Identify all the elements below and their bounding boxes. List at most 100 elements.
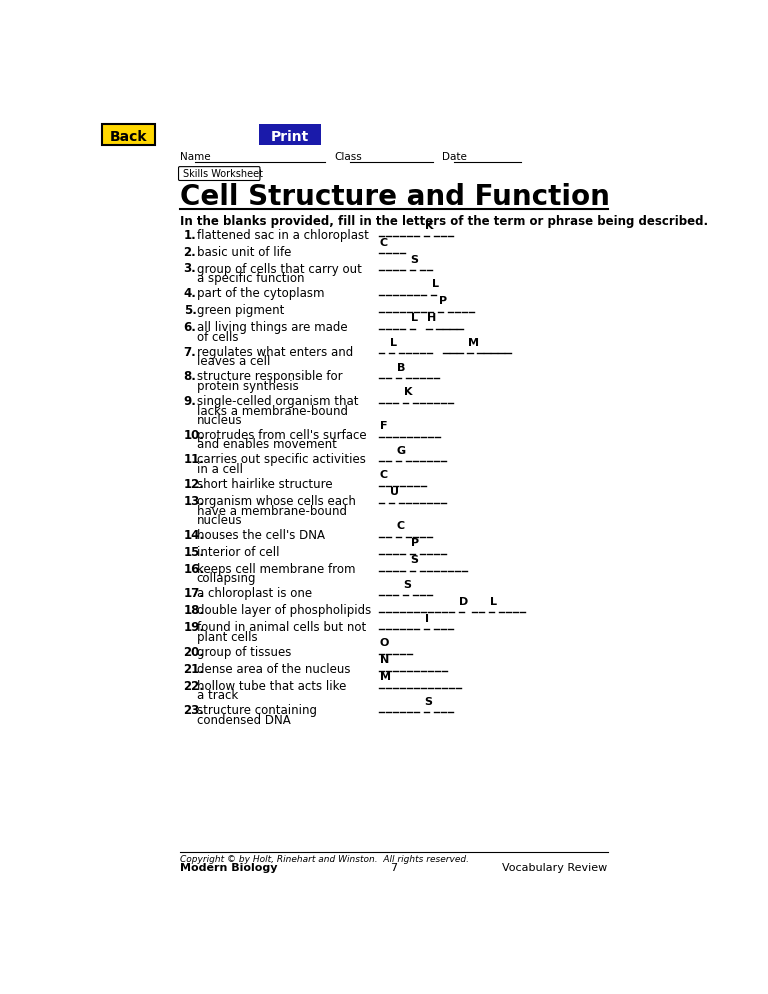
Text: group of tissues: group of tissues xyxy=(197,646,291,659)
Text: 7.: 7. xyxy=(184,346,197,359)
Text: carries out specific activities: carries out specific activities xyxy=(197,453,366,466)
Text: leaves a cell: leaves a cell xyxy=(197,355,270,369)
Text: a track: a track xyxy=(197,690,238,703)
Text: 5.: 5. xyxy=(184,304,197,317)
FancyBboxPatch shape xyxy=(259,124,321,145)
Text: 12.: 12. xyxy=(184,478,204,491)
Text: double layer of phospholipids: double layer of phospholipids xyxy=(197,604,371,617)
Text: 11.: 11. xyxy=(184,453,204,466)
Text: 13.: 13. xyxy=(184,495,204,508)
Text: 17.: 17. xyxy=(184,587,204,600)
Text: P: P xyxy=(439,296,447,306)
Text: L: L xyxy=(432,279,439,289)
Text: 23.: 23. xyxy=(184,705,204,718)
Text: have a membrane-bound: have a membrane-bound xyxy=(197,505,346,518)
Text: green pigment: green pigment xyxy=(197,304,284,317)
Text: S: S xyxy=(404,580,412,589)
Text: Modern Biology: Modern Biology xyxy=(180,863,277,873)
Text: 16.: 16. xyxy=(184,563,204,576)
Text: nucleus: nucleus xyxy=(197,514,243,527)
Text: nucleus: nucleus xyxy=(197,414,243,427)
Text: part of the cytoplasm: part of the cytoplasm xyxy=(197,287,324,300)
Text: 18.: 18. xyxy=(184,604,204,617)
Text: Print: Print xyxy=(270,130,309,144)
Text: Date: Date xyxy=(442,152,467,162)
Text: K: K xyxy=(404,388,412,398)
Text: in a cell: in a cell xyxy=(197,463,243,476)
Text: 8.: 8. xyxy=(184,371,197,384)
Text: plant cells: plant cells xyxy=(197,631,257,644)
Text: L: L xyxy=(490,596,497,606)
Text: lacks a membrane-bound: lacks a membrane-bound xyxy=(197,405,348,417)
Text: O: O xyxy=(379,638,389,648)
Text: flattened sac in a chloroplast: flattened sac in a chloroplast xyxy=(197,229,369,242)
Text: C: C xyxy=(379,470,388,480)
Text: 15.: 15. xyxy=(184,546,204,559)
Text: D: D xyxy=(459,596,468,606)
Text: regulates what enters and: regulates what enters and xyxy=(197,346,353,359)
Text: 20.: 20. xyxy=(184,646,204,659)
Text: all living things are made: all living things are made xyxy=(197,321,347,334)
Text: G: G xyxy=(397,445,406,456)
Text: dense area of the nucleus: dense area of the nucleus xyxy=(197,663,350,676)
Text: S: S xyxy=(411,555,419,566)
Text: U: U xyxy=(389,487,399,497)
Text: basic unit of life: basic unit of life xyxy=(197,246,291,258)
Text: 10.: 10. xyxy=(184,428,204,441)
Text: B: B xyxy=(397,363,405,373)
Text: C: C xyxy=(397,521,405,531)
Text: M: M xyxy=(379,672,391,682)
Text: Name: Name xyxy=(180,152,210,162)
Text: 22.: 22. xyxy=(184,680,204,693)
Text: Cell Structure and Function: Cell Structure and Function xyxy=(180,183,610,211)
Text: 9.: 9. xyxy=(184,395,197,408)
Text: 4.: 4. xyxy=(184,287,197,300)
Text: M: M xyxy=(468,338,479,348)
Text: F: F xyxy=(379,421,387,431)
Text: 6.: 6. xyxy=(184,321,197,334)
Text: protrudes from cell's surface: protrudes from cell's surface xyxy=(197,428,366,441)
Text: houses the cell's DNA: houses the cell's DNA xyxy=(197,529,325,542)
Text: N: N xyxy=(379,655,389,665)
Text: C: C xyxy=(379,238,388,248)
Text: hollow tube that acts like: hollow tube that acts like xyxy=(197,680,346,693)
Text: K: K xyxy=(425,221,433,231)
Text: Class: Class xyxy=(335,152,362,162)
Text: structure containing: structure containing xyxy=(197,705,316,718)
Text: 21.: 21. xyxy=(184,663,204,676)
Text: protein synthesis: protein synthesis xyxy=(197,380,299,393)
Text: 7: 7 xyxy=(390,863,397,873)
Text: short hairlike structure: short hairlike structure xyxy=(197,478,333,491)
Text: L: L xyxy=(389,338,397,348)
Text: condensed DNA: condensed DNA xyxy=(197,714,290,727)
Text: organism whose cells each: organism whose cells each xyxy=(197,495,356,508)
Text: 2.: 2. xyxy=(184,246,197,258)
Text: interior of cell: interior of cell xyxy=(197,546,280,559)
Text: and enables movement: and enables movement xyxy=(197,438,336,451)
Text: a specific function: a specific function xyxy=(197,272,304,285)
Text: collapsing: collapsing xyxy=(197,573,257,585)
Text: Copyright © by Holt, Rinehart and Winston.  All rights reserved.: Copyright © by Holt, Rinehart and Winsto… xyxy=(180,855,468,864)
Text: In the blanks provided, fill in the letters of the term or phrase being describe: In the blanks provided, fill in the lett… xyxy=(180,215,708,228)
Text: S: S xyxy=(425,697,432,707)
Text: single-celled organism that: single-celled organism that xyxy=(197,395,358,408)
Text: keeps cell membrane from: keeps cell membrane from xyxy=(197,563,356,576)
Text: a chloroplast is one: a chloroplast is one xyxy=(197,587,312,600)
Text: 3.: 3. xyxy=(184,262,197,275)
FancyBboxPatch shape xyxy=(102,124,155,145)
Text: S: S xyxy=(411,254,419,264)
Text: 19.: 19. xyxy=(184,621,204,634)
Text: L: L xyxy=(411,313,418,323)
Text: Back: Back xyxy=(110,130,147,144)
Text: Vocabulary Review: Vocabulary Review xyxy=(502,863,607,873)
Text: I: I xyxy=(425,613,429,623)
FancyBboxPatch shape xyxy=(178,167,260,181)
Text: group of cells that carry out: group of cells that carry out xyxy=(197,262,362,275)
Text: 1.: 1. xyxy=(184,229,197,242)
Text: of cells: of cells xyxy=(197,331,238,344)
Text: Skills Worksheet: Skills Worksheet xyxy=(183,169,263,179)
Text: 14.: 14. xyxy=(184,529,204,542)
Text: structure responsible for: structure responsible for xyxy=(197,371,343,384)
Text: P: P xyxy=(411,538,419,548)
Text: found in animal cells but not: found in animal cells but not xyxy=(197,621,366,634)
